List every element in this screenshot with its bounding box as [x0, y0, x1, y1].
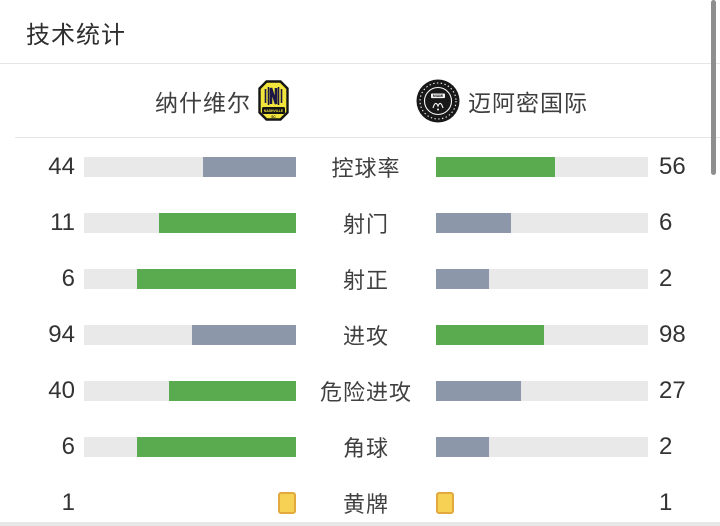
stat-label: 黄牌 — [342, 492, 389, 517]
away-stat-bar — [436, 269, 648, 289]
stat-row: 6 射正 2 — [0, 251, 720, 307]
bar-fill — [436, 269, 489, 289]
home-stat-bar — [84, 437, 296, 457]
away-stat-value: 98 — [659, 321, 686, 348]
inter-miami-crest-icon: MIAMI — [416, 79, 460, 123]
away-stat-bar — [436, 325, 648, 345]
away-team-name: 迈阿密国际 — [468, 89, 588, 116]
bar-fill — [192, 325, 296, 345]
home-team: 纳什维尔 NASHVILLE SC — [0, 80, 360, 121]
scrollbar-thumb[interactable] — [711, 0, 716, 175]
home-stat-bar — [84, 269, 296, 289]
svg-text:NASHVILLE: NASHVILLE — [264, 109, 284, 113]
stat-label: 控球率 — [331, 156, 401, 181]
bar-fill — [436, 437, 489, 457]
stat-row: 1 黄牌 1 — [0, 475, 720, 526]
away-stat-value: 1 — [659, 489, 673, 516]
section-separator — [0, 522, 720, 526]
bar-fill — [169, 381, 296, 401]
home-team-name: 纳什维尔 — [155, 89, 251, 116]
stat-row: 6 角球 2 — [0, 419, 720, 475]
away-stat-value: 56 — [659, 153, 686, 180]
home-stat-value: 6 — [61, 433, 75, 460]
stat-label: 进攻 — [342, 324, 389, 349]
away-stat-bar — [436, 213, 648, 233]
home-stat-bar — [84, 157, 296, 177]
away-stat-bar — [436, 157, 648, 177]
team-header: 纳什维尔 NASHVILLE SC — [0, 64, 720, 137]
home-stat-bar — [84, 381, 296, 401]
away-stat-bar — [436, 437, 648, 457]
home-stat-bar — [84, 325, 296, 345]
bar-fill — [137, 269, 296, 289]
away-stat-value: 2 — [659, 433, 673, 460]
stat-row: 40 危险进攻 27 — [0, 363, 720, 419]
bar-fill — [436, 213, 511, 233]
home-stat-value: 94 — [48, 321, 75, 348]
away-stat-bar — [436, 381, 648, 401]
section-header: 技术统计 — [0, 0, 720, 64]
home-stat-value: 40 — [48, 377, 75, 404]
stat-row: 44 控球率 56 — [0, 139, 720, 195]
away-card-zone — [436, 491, 648, 515]
stats-list: 44 控球率 56 11 射门 6 6 射正 2 94 进攻 98 40 危险进攻 27 6 角球 2 1 黄牌 1 — [0, 138, 720, 526]
page-title: 技术统计 — [26, 22, 126, 49]
divider — [15, 137, 720, 138]
bar-fill — [436, 381, 522, 401]
bar-fill — [436, 325, 545, 345]
svg-text:SC: SC — [271, 115, 276, 119]
home-stat-value: 44 — [48, 153, 75, 180]
home-stat-value: 6 — [61, 265, 75, 292]
bar-fill — [158, 213, 296, 233]
stat-row: 11 射门 6 — [0, 195, 720, 251]
away-stat-value: 27 — [659, 377, 686, 404]
bar-track — [436, 269, 648, 289]
bar-fill — [137, 437, 296, 457]
stat-label: 射正 — [342, 268, 389, 293]
stat-label: 角球 — [342, 436, 389, 461]
stat-row: 94 进攻 98 — [0, 307, 720, 363]
bar-track — [436, 437, 648, 457]
home-card-zone — [84, 491, 296, 515]
home-stat-value: 1 — [61, 489, 75, 516]
svg-text:MIAMI: MIAMI — [433, 94, 444, 98]
stat-label: 射门 — [342, 212, 389, 237]
away-stat-value: 6 — [659, 209, 673, 236]
bar-fill — [202, 157, 296, 177]
yellow-card-icon — [436, 492, 454, 514]
away-team: MIAMI 迈阿密国际 — [360, 79, 720, 123]
yellow-card-icon — [278, 492, 296, 514]
stat-label: 危险进攻 — [319, 380, 412, 405]
nashville-sc-crest-icon: NASHVILLE SC — [258, 80, 289, 121]
bar-fill — [436, 157, 555, 177]
home-stat-bar — [84, 213, 296, 233]
home-stat-value: 11 — [50, 209, 75, 236]
away-stat-value: 2 — [659, 265, 673, 292]
